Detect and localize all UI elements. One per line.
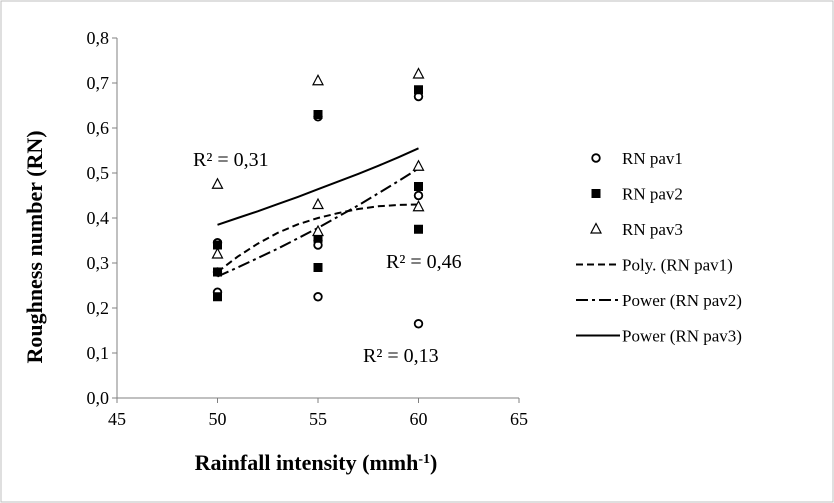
data-point [313, 292, 323, 302]
data-point [412, 67, 425, 79]
r-squared-annotation: R² = 0,31 [193, 149, 269, 171]
x-tick-label: 50 [209, 409, 227, 429]
trendline [216, 203, 419, 273]
y-axis-title: Roughness number (RN) [22, 130, 47, 363]
y-tick-label: 0,7 [87, 73, 110, 93]
legend-label: Power (RN pav2) [622, 291, 742, 310]
data-point [414, 224, 423, 234]
legend: RN pav1 RN pav2 RN pav3 Poly. (RN pav1) Powe… [576, 149, 742, 346]
legend-label: RN pav3 [622, 220, 683, 239]
data-point [313, 110, 323, 119]
data-point [414, 85, 423, 95]
y-tick-label: 0,8 [87, 28, 110, 48]
data-point [413, 190, 424, 201]
data-point [211, 247, 224, 259]
legend-label: RN pav2 [622, 185, 683, 204]
x-tick-label: 45 [108, 409, 126, 429]
trendlines [216, 147, 420, 278]
y-tick-label: 0,2 [87, 298, 110, 318]
x-axis-title-superscript: -1 [418, 452, 430, 467]
data-point [413, 319, 424, 329]
trendline [217, 147, 419, 226]
data-point [312, 73, 324, 86]
x-tick-label: 65 [510, 409, 528, 429]
r-squared-annotation: R² = 0,46 [386, 251, 462, 273]
legend-label: RN pav1 [622, 149, 683, 168]
data-point [313, 233, 323, 243]
data-point [414, 182, 423, 191]
x-tick-label: 60 [410, 409, 428, 429]
data-point [213, 240, 222, 250]
data-point [213, 267, 222, 277]
data-point [313, 263, 323, 272]
y-tick-label: 0,5 [87, 163, 110, 183]
axes [112, 37, 520, 403]
data-point [312, 224, 324, 237]
data-point [312, 197, 324, 210]
legend-label: Poly. (RN pav1) [622, 256, 733, 275]
data-point [213, 292, 222, 302]
data-points [211, 67, 425, 329]
y-tick-label: 0,4 [87, 208, 110, 228]
y-tick-label: 0,0 [87, 388, 110, 408]
x-tick-label: 55 [309, 409, 327, 429]
legend-marker [591, 189, 601, 198]
legend-label: Power (RN pav3) [622, 327, 742, 346]
legend-marker [591, 153, 601, 163]
r-squared-annotation: R² = 0,13 [363, 345, 439, 367]
y-tick-label: 0,1 [87, 343, 110, 363]
x-axis-title: Rainfall intensity (mmh-1) [195, 450, 438, 475]
y-tick-label: 0,3 [87, 253, 110, 273]
data-point [211, 177, 224, 189]
y-tick-label: 0,6 [87, 118, 110, 138]
data-point [412, 199, 425, 212]
tick-labels: 0,0 0,1 0,2 0,3 0,4 0,5 0,6 0,7 0,8 45 50 55 60 65 [87, 28, 529, 429]
data-point [412, 159, 425, 171]
annotations: R² = 0,31 R² = 0,46 R² = 0,13 [193, 149, 462, 367]
trendline [217, 167, 420, 278]
legend-marker [590, 222, 602, 234]
